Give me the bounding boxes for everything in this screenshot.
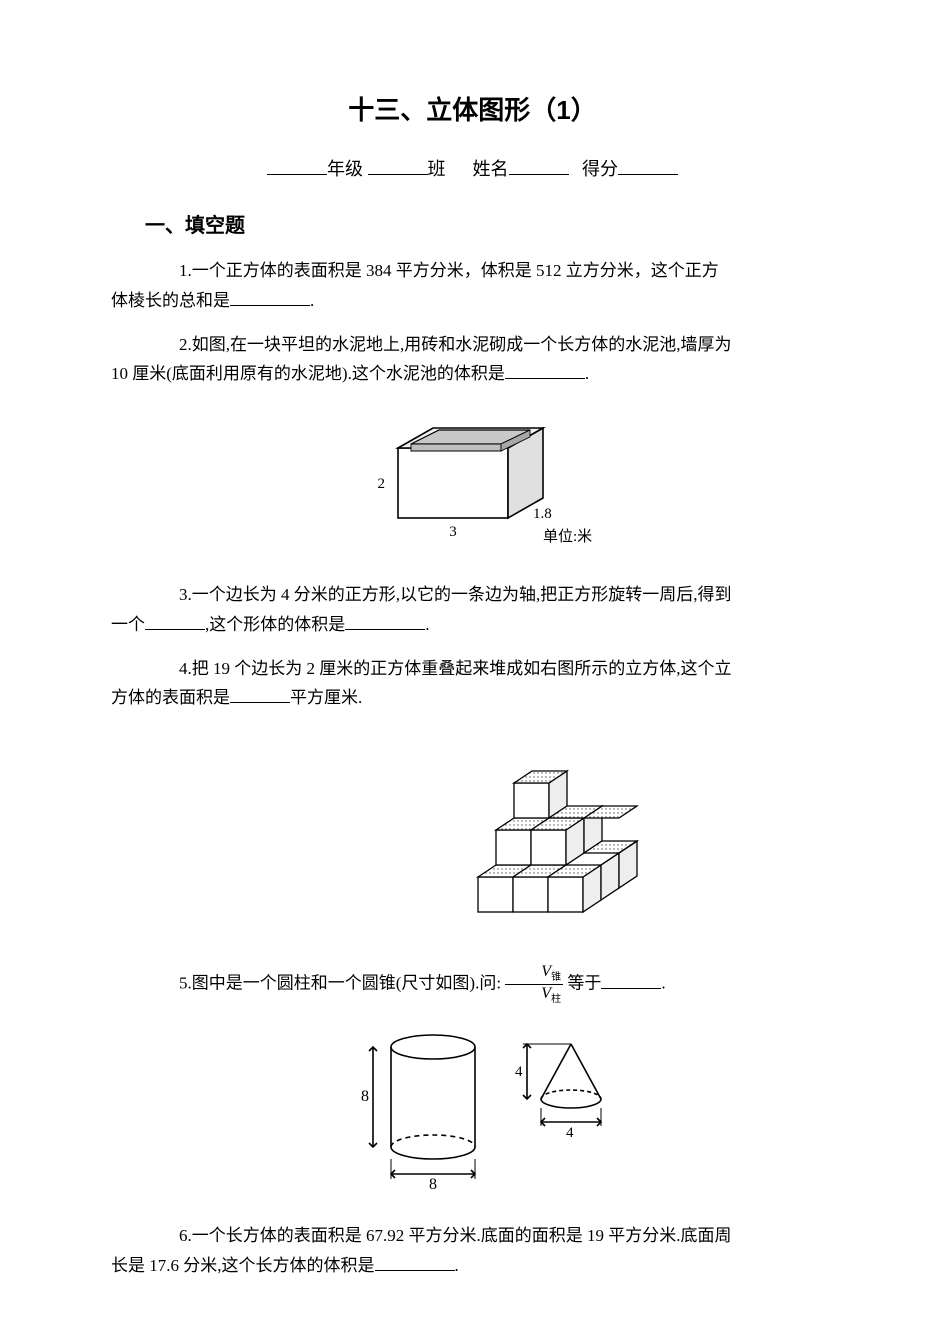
q4-blank[interactable]	[230, 686, 290, 703]
question-1: 1.一个正方体的表面积是 384 平方分米，体积是 512 立方分米，这个正方 …	[145, 256, 800, 316]
q6-blank[interactable]	[375, 1254, 455, 1271]
svg-text:4: 4	[566, 1125, 574, 1141]
q5-blank[interactable]	[601, 972, 661, 989]
label-score: 得分	[582, 159, 618, 179]
question-2: 2.如图,在一块平坦的水泥地上,用砖和水泥砌成一个长方体的水泥池,墙厚为 10 …	[145, 330, 800, 390]
q2-blank[interactable]	[505, 362, 585, 379]
label-grade: 年级	[327, 159, 363, 179]
label-name: 姓名	[473, 159, 509, 179]
section-header: 一、填空题	[145, 209, 800, 238]
pool-label-w: 3	[449, 524, 457, 540]
figure-cubes	[145, 727, 800, 942]
q1-text-c: .	[310, 291, 314, 310]
fraction: V锥 V柱	[505, 964, 563, 1005]
label-class: 班	[428, 159, 446, 179]
q6-text-b: 长是 17.6 分米,这个长方体的体积是	[111, 1256, 375, 1275]
q2-text-c: .	[585, 364, 589, 383]
q4-text-c: 平方厘米.	[290, 688, 362, 707]
svg-text:8: 8	[361, 1088, 369, 1105]
pool-label-h: 2	[377, 476, 385, 492]
blank-score[interactable]	[618, 157, 678, 175]
page-title: 十三、立体图形（1）	[145, 90, 800, 127]
q6-text-a: 6.一个长方体的表面积是 67.92 平方分米.底面的面积是 19 平方分米.底…	[179, 1226, 732, 1245]
q4-text-a: 4.把 19 个边长为 2 厘米的正方体重叠起来堆成如右图所示的立方体,这个立	[179, 659, 732, 678]
question-5: 5.图中是一个圆柱和一个圆锥(尺寸如图).问: V锥 V柱 等于.	[145, 964, 800, 1005]
blank-class[interactable]	[368, 157, 428, 175]
q2-text-b: 10 厘米(底面利用原有的水泥地).这个水泥池的体积是	[111, 364, 505, 383]
q5-text-b: 等于	[567, 974, 601, 993]
question-4: 4.把 19 个边长为 2 厘米的正方体重叠起来堆成如右图所示的立方体,这个立 …	[145, 654, 800, 714]
pool-label-unit: 单位:米	[543, 528, 592, 545]
q4-text-b: 方体的表面积是	[111, 688, 230, 707]
svg-text:8: 8	[429, 1176, 437, 1193]
q1-text-b: 体棱长的总和是	[111, 291, 230, 310]
q5-text-a: 5.图中是一个圆柱和一个圆锥(尺寸如图).问:	[179, 974, 501, 993]
svg-text:4: 4	[515, 1064, 523, 1080]
blank-grade[interactable]	[267, 157, 327, 175]
question-6: 6.一个长方体的表面积是 67.92 平方分米.底面的面积是 19 平方分米.底…	[145, 1221, 800, 1281]
q3-blank-2[interactable]	[345, 613, 425, 630]
figure-cylinder-cone: 8 8 4	[145, 1019, 800, 1199]
q5-text-c: .	[661, 974, 665, 993]
q1-text-a: 1.一个正方体的表面积是 384 平方分米，体积是 512 立方分米，这个正方	[179, 261, 719, 280]
q6-text-c: .	[455, 1256, 459, 1275]
form-line: 年级 班 姓名 得分	[145, 155, 800, 181]
pool-label-d: 1.8	[533, 506, 552, 522]
blank-name[interactable]	[509, 157, 569, 175]
q1-blank[interactable]	[230, 289, 310, 306]
q3-text-b: 一个	[111, 615, 145, 634]
q2-text-a: 2.如图,在一块平坦的水泥地上,用砖和水泥砌成一个长方体的水泥池,墙厚为	[179, 335, 732, 354]
question-3: 3.一个边长为 4 分米的正方形,以它的一条边为轴,把正方形旋转一周后,得到 一…	[145, 580, 800, 640]
figure-pool: 2 3 1.8 单位:米	[145, 403, 800, 558]
q3-text-a: 3.一个边长为 4 分米的正方形,以它的一条边为轴,把正方形旋转一周后,得到	[179, 585, 732, 604]
q3-text-c: ,这个形体的体积是	[205, 615, 345, 634]
q3-blank-1[interactable]	[145, 613, 205, 630]
q3-text-d: .	[425, 615, 429, 634]
